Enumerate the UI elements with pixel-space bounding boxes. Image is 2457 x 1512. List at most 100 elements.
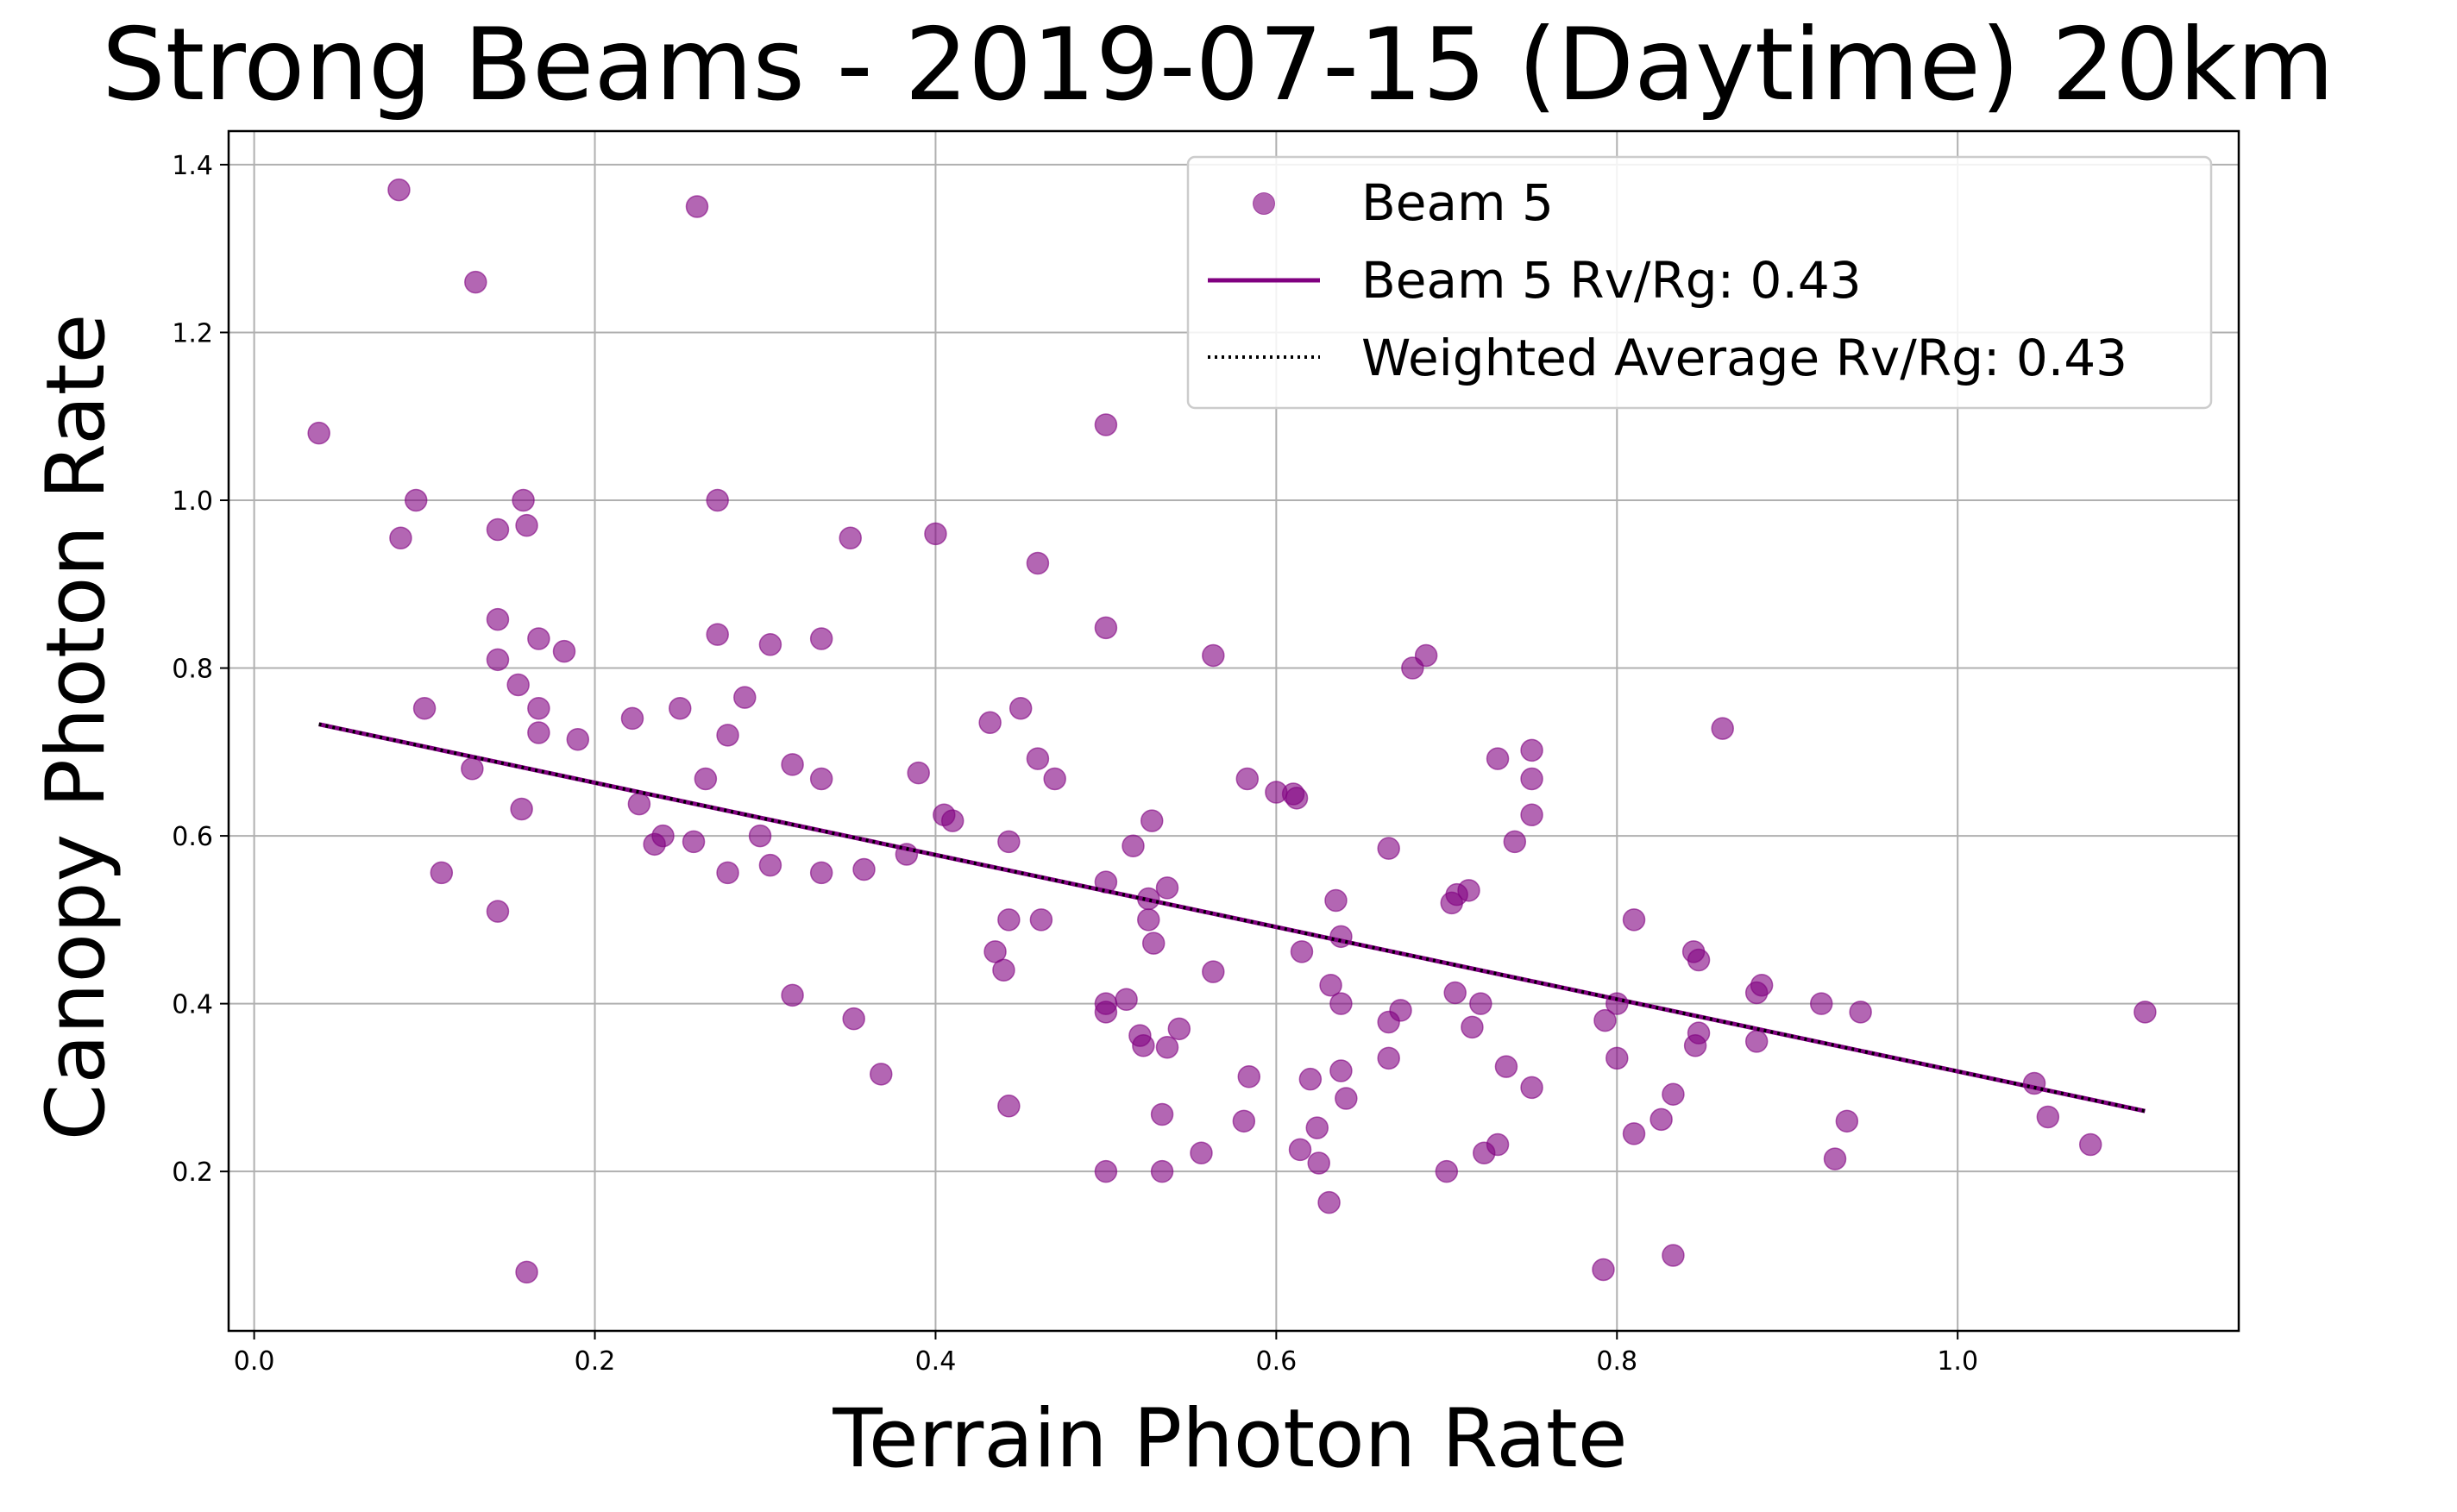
data-point <box>1687 1021 1711 1045</box>
data-point <box>682 830 706 854</box>
data-point <box>1288 1138 1312 1162</box>
data-point <box>733 686 757 709</box>
x-tick-label: 0.2 <box>575 1346 616 1377</box>
y-tick-label: 1.2 <box>172 318 213 348</box>
y-axis-ticks: 0.2 0.4 0.6 0.8 1.0 1.2 1.4 <box>172 151 229 1188</box>
data-point <box>1115 988 1138 1012</box>
data-point <box>1290 940 1314 963</box>
data-point <box>781 983 804 1007</box>
data-point <box>1122 834 1145 858</box>
x-tick-label: 0.8 <box>1596 1346 1637 1377</box>
data-point <box>839 526 862 550</box>
data-point <box>1026 747 1050 770</box>
legend-marker-beam5 <box>1253 192 1275 215</box>
x-axis-ticks: 0.0 0.2 0.4 0.6 0.8 1.0 <box>234 1331 1978 1377</box>
plot-area: 0.0 0.2 0.4 0.6 0.8 1.0 0.2 0.4 0.6 0.8 1.0 1.2 1.4 <box>172 129 2240 1377</box>
data-point <box>978 711 1002 735</box>
data-point <box>1377 1046 1400 1070</box>
x-tick-label: 0.6 <box>1256 1346 1298 1377</box>
data-point <box>685 195 709 218</box>
x-tick-label: 0.4 <box>915 1346 957 1377</box>
data-point <box>1662 1082 1685 1106</box>
data-point <box>1650 1107 1673 1132</box>
data-point <box>1711 717 1734 740</box>
data-point <box>1744 1030 1769 1053</box>
data-point <box>842 1007 865 1031</box>
data-point <box>1593 1008 1617 1032</box>
data-point <box>992 958 1015 982</box>
chart-title: Strong Beams - 2019-07-15 (Daytime) 20km <box>102 7 2334 123</box>
data-point <box>1140 809 1164 832</box>
data-point <box>1520 738 1543 762</box>
grid-lines <box>229 131 2239 1331</box>
data-point <box>706 623 729 646</box>
data-point <box>2133 1001 2157 1024</box>
data-point <box>1335 1087 1358 1110</box>
data-point <box>1319 973 1342 997</box>
data-point <box>404 488 428 512</box>
data-point <box>1662 1244 1685 1267</box>
data-point <box>983 940 1007 963</box>
data-point <box>809 767 833 791</box>
data-point <box>1823 1147 1847 1170</box>
data-point <box>669 696 692 720</box>
data-point <box>1132 1034 1155 1057</box>
data-point <box>461 757 484 781</box>
data-point <box>486 607 510 631</box>
data-point <box>527 627 550 650</box>
data-point <box>510 797 533 821</box>
data-point <box>651 824 675 848</box>
data-point <box>809 861 833 885</box>
data-point <box>506 673 530 697</box>
data-point <box>1305 1116 1329 1139</box>
data-point <box>527 721 550 744</box>
data-point <box>1094 1159 1118 1183</box>
data-point <box>387 178 411 202</box>
data-point <box>552 639 576 663</box>
data-point <box>1150 1159 1174 1183</box>
data-point <box>1469 992 1492 1015</box>
data-point <box>758 853 782 877</box>
data-point <box>1009 696 1033 720</box>
data-point <box>1622 908 1646 932</box>
y-tick-label: 0.6 <box>172 822 213 852</box>
data-point <box>716 724 739 747</box>
data-point <box>997 908 1021 932</box>
data-point <box>2078 1132 2102 1157</box>
data-point <box>1094 616 1118 640</box>
data-point <box>1137 908 1160 932</box>
data-point <box>486 518 510 542</box>
data-point <box>997 830 1021 854</box>
data-point <box>1298 1067 1323 1091</box>
data-point <box>748 824 772 848</box>
data-point <box>307 421 330 445</box>
data-point <box>1377 1010 1400 1034</box>
data-point <box>627 792 651 816</box>
data-point <box>1414 643 1438 668</box>
data-point <box>486 900 510 923</box>
data-point <box>997 1095 1021 1118</box>
data-point <box>527 696 550 720</box>
x-axis-label: Terrain Photon Rate <box>832 1392 1627 1486</box>
data-point <box>1849 1001 1872 1024</box>
data-point <box>1494 1055 1518 1078</box>
data-point <box>1232 1109 1256 1133</box>
data-point <box>694 767 718 791</box>
data-point <box>1285 787 1309 810</box>
data-point <box>1190 1141 1213 1165</box>
data-point <box>1141 932 1166 955</box>
data-point <box>940 809 965 832</box>
data-point <box>1094 1001 1118 1024</box>
data-point <box>412 696 437 720</box>
data-point <box>758 633 782 656</box>
data-point <box>924 522 947 546</box>
y-tick-label: 1.0 <box>172 486 213 517</box>
data-point <box>1687 948 1711 972</box>
data-point <box>1520 803 1543 827</box>
data-point <box>1155 876 1179 900</box>
data-point <box>781 753 804 776</box>
data-point <box>1750 973 1774 997</box>
data-point <box>1317 1190 1341 1214</box>
data-point <box>907 761 930 785</box>
